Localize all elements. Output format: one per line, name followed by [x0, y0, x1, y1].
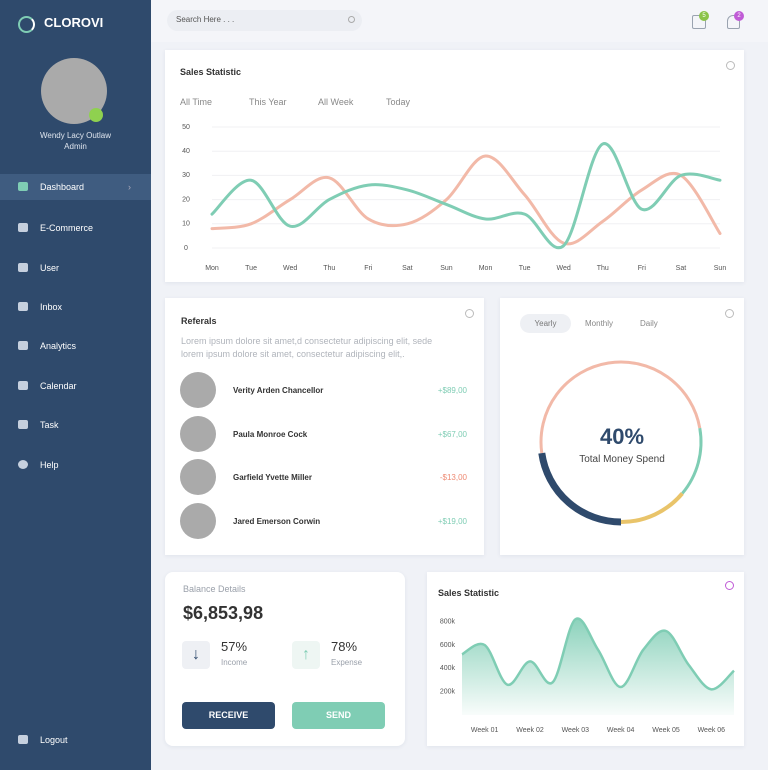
- nav-icon: [18, 341, 28, 350]
- avatar: [180, 416, 216, 452]
- nav-item[interactable]: User: [0, 255, 151, 281]
- nav-label: Calendar: [40, 381, 77, 391]
- search-box[interactable]: Search Here . . .: [167, 10, 362, 31]
- brand: CLOROVI: [44, 15, 104, 30]
- nav-item[interactable]: Help: [0, 452, 151, 478]
- tab[interactable]: Today: [386, 97, 411, 107]
- nav-label: Dashboard: [40, 182, 85, 192]
- income-percent: 57%: [221, 639, 248, 654]
- referral-amount: -$13,00: [439, 473, 467, 482]
- avatar: [180, 503, 216, 539]
- balance-card: Balance Details $6,853,98 ↓ 57% Income ↑…: [165, 572, 405, 746]
- search-placeholder: Search Here . . .: [176, 15, 235, 24]
- nav-icon: [18, 223, 28, 232]
- nav-label: User: [40, 263, 60, 273]
- expense-icon: ↑: [292, 641, 320, 669]
- bell-badge: 2: [734, 11, 744, 21]
- nav-label: Help: [40, 460, 59, 470]
- card-title: Balance Details: [183, 584, 246, 594]
- referrals-card: Referals Lorem ipsum dolore sit amet,d c…: [165, 298, 484, 555]
- nav-item[interactable]: Calendar: [0, 373, 151, 399]
- nav-label: Analytics: [40, 341, 77, 351]
- logout[interactable]: Logout: [0, 727, 151, 753]
- percent-label: Total Money Spend: [579, 454, 665, 465]
- profile-name: Wendy Lacy Outlaw: [40, 131, 111, 140]
- nav-icon: [18, 420, 28, 429]
- nav-item[interactable]: Inbox: [0, 294, 151, 320]
- income-icon: ↓: [182, 641, 210, 669]
- nav-item[interactable]: E-Commerce: [0, 215, 151, 241]
- nav-icon: [18, 735, 28, 744]
- sidebar: CLOROVI Wendy Lacy Outlaw Admin Dashboar…: [0, 0, 151, 770]
- avatar: [180, 459, 216, 495]
- referral-amount: +$67,00: [437, 430, 467, 439]
- profile-role: Admin: [64, 142, 87, 151]
- expense-percent: 78%: [331, 639, 358, 654]
- calendar-badge: 5: [699, 11, 709, 21]
- receive-button[interactable]: RECEIVE: [182, 702, 275, 729]
- settings-icon[interactable]: [725, 309, 734, 318]
- referral-amount: +$89,00: [437, 386, 467, 395]
- bell-icon[interactable]: [727, 15, 740, 29]
- tab[interactable]: All Week: [318, 97, 354, 107]
- balance-amount: $6,853,98: [183, 603, 264, 623]
- nav-icon: [18, 182, 28, 191]
- nav-icon: [18, 381, 28, 390]
- referral-name: Jared Emerson Corwin: [233, 517, 321, 526]
- nav-item[interactable]: Analytics: [0, 333, 151, 359]
- nav-item[interactable]: Task: [0, 412, 151, 438]
- card-title: Sales Statistic: [438, 588, 500, 598]
- tab-active[interactable]: Yearly: [520, 314, 571, 333]
- referral-name: Garfield Yvette Miller: [233, 473, 312, 482]
- status-dot: [89, 108, 103, 122]
- logout-label: Logout: [40, 735, 68, 745]
- money-spend-card: Yearly Monthly Daily 40% Total Money Spe…: [500, 298, 744, 555]
- tab[interactable]: All Time: [180, 97, 213, 107]
- referral-name: Verity Arden Chancellor: [233, 386, 324, 395]
- tab[interactable]: This Year: [249, 97, 287, 107]
- nav-icon: [18, 263, 28, 272]
- tab[interactable]: Daily: [640, 319, 658, 328]
- avatar: [180, 372, 216, 408]
- chevron: ›: [128, 182, 131, 192]
- nav-label: E-Commerce: [40, 223, 94, 233]
- nav-icon: [18, 460, 28, 469]
- referral-name: Paula Monroe Cock: [233, 430, 308, 439]
- nav-item[interactable]: Dashboard ›: [0, 174, 151, 200]
- card-title: Referals: [181, 316, 217, 326]
- logo-icon: [18, 16, 35, 33]
- percent: 40%: [599, 424, 645, 449]
- nav-label: Task: [40, 420, 59, 430]
- search-icon: [348, 16, 355, 23]
- expense-label: Expense: [331, 658, 363, 667]
- sales-card: Sales Statistic All Time This Year All W…: [165, 50, 744, 282]
- send-button[interactable]: SEND: [292, 702, 385, 729]
- nav-label: Inbox: [40, 302, 63, 312]
- referral-amount: +$19,00: [437, 517, 467, 526]
- settings-icon[interactable]: [465, 309, 474, 318]
- card-title: Sales Statistic: [180, 67, 242, 77]
- tab[interactable]: Monthly: [585, 319, 614, 328]
- settings-icon[interactable]: [725, 581, 734, 590]
- income-label: Income: [221, 658, 248, 667]
- sales-area-card: Sales Statistic: [427, 572, 744, 746]
- settings-icon[interactable]: [726, 61, 735, 70]
- nav-icon: [18, 302, 28, 311]
- description: Lorem ipsum dolore sit amet,d consectetu…: [181, 336, 433, 359]
